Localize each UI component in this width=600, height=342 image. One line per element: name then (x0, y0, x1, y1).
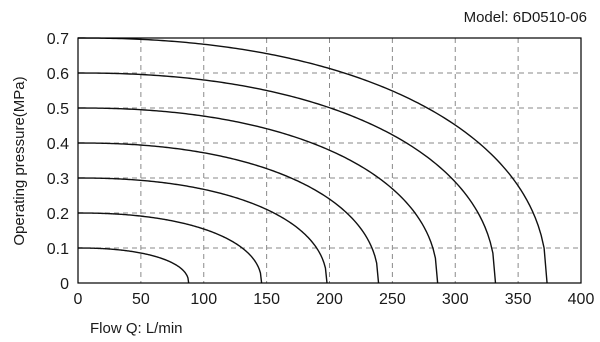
x-tick-label: 50 (132, 291, 150, 308)
y-tick-label: 0.4 (47, 136, 69, 153)
x-axis-label: Flow Q: L/min (90, 320, 183, 337)
y-tick-label: 0.3 (47, 171, 69, 188)
y-tick-label: 0.7 (47, 31, 69, 48)
grid-lines (78, 38, 581, 283)
curves (78, 37, 548, 284)
x-tick-label: 150 (253, 291, 280, 308)
x-tick-label: 0 (74, 291, 83, 308)
pressure-curve (78, 177, 328, 284)
x-tick-labels: 0 50 100 150 200 250 300 350 400 (74, 291, 595, 308)
y-tick-label: 0.2 (47, 206, 69, 223)
x-tick-label: 400 (568, 291, 595, 308)
model-label: Model: 6D0510-06 (464, 9, 587, 26)
plot-frame (77, 37, 582, 284)
x-tick-label: 250 (379, 291, 406, 308)
y-axis-label: Operating pressure(MPa) (11, 76, 28, 245)
pressure-curve (78, 212, 263, 284)
y-tick-label: 0 (60, 276, 69, 293)
pressure-curve (78, 142, 380, 284)
x-tick-label: 100 (190, 291, 217, 308)
y-tick-labels: 0 0.1 0.2 0.3 0.4 0.5 0.6 0.7 (47, 31, 69, 293)
pressure-curve (78, 247, 190, 284)
y-tick-label: 0.5 (47, 101, 69, 118)
pressure-curve (78, 107, 439, 284)
pressure-curve (78, 72, 497, 284)
x-tick-label: 200 (316, 291, 343, 308)
pressure-curve (78, 37, 548, 284)
x-tick-label: 350 (505, 291, 532, 308)
y-tick-label: 0.1 (47, 241, 69, 258)
x-tick-label: 300 (442, 291, 469, 308)
y-tick-label: 0.6 (47, 66, 69, 83)
